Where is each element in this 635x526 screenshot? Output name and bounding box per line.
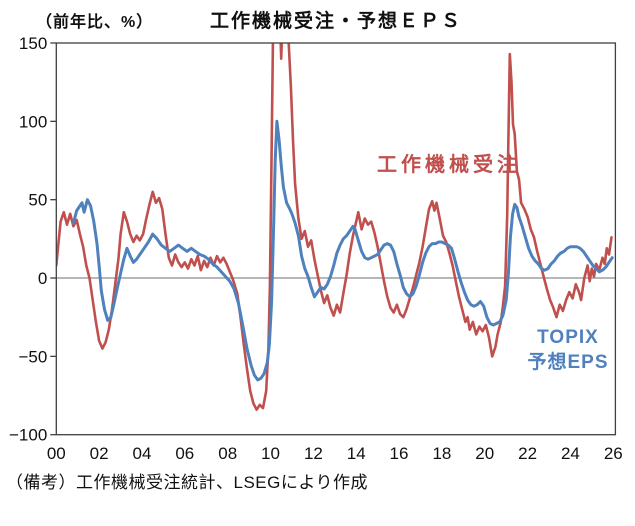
x-tick-label: 06 xyxy=(175,444,194,463)
y-tick-label: 100 xyxy=(19,112,47,131)
y-tick-label: 50 xyxy=(28,191,47,210)
x-tick-label: 12 xyxy=(304,444,323,463)
y-tick-label: 150 xyxy=(19,34,47,53)
x-tick-label: 00 xyxy=(47,444,66,463)
x-tick-label: 16 xyxy=(390,444,409,463)
chart-title: 工作機械受注・予想ＥＰＳ xyxy=(209,11,462,32)
x-tick-label: 26 xyxy=(604,444,623,463)
x-tick-label: 20 xyxy=(475,444,494,463)
series-line-machine-tool-orders xyxy=(56,43,613,411)
x-tick-label: 04 xyxy=(133,444,152,463)
source-footnote: （備考）工作機械受注統計、LSEGにより作成 xyxy=(6,473,369,492)
plot-frame xyxy=(55,42,617,436)
x-tick-label: 22 xyxy=(518,444,537,463)
series-label-machine-tool-orders: 工作機械受注 xyxy=(377,154,521,176)
series-line-topix-forecast-eps xyxy=(71,119,614,382)
x-tick-label: 08 xyxy=(218,444,237,463)
x-tick-label: 18 xyxy=(432,444,451,463)
y-tick-label: −100 xyxy=(9,426,47,445)
y-axis-unit-label: （前年比、%） xyxy=(36,14,154,31)
series-label-topix-forecast-eps: TOPIX 予想EPS xyxy=(520,325,616,375)
x-tick-label: 02 xyxy=(90,444,109,463)
series-label-topix-line2: 予想EPS xyxy=(527,352,609,373)
series-label-topix-line1: TOPIX xyxy=(537,327,599,348)
x-tick-label: 24 xyxy=(561,444,580,463)
x-tick-label: 10 xyxy=(261,444,280,463)
x-tick-label: 14 xyxy=(347,444,366,463)
y-tick-label: 0 xyxy=(38,269,47,288)
y-tick-label: −50 xyxy=(18,347,47,366)
